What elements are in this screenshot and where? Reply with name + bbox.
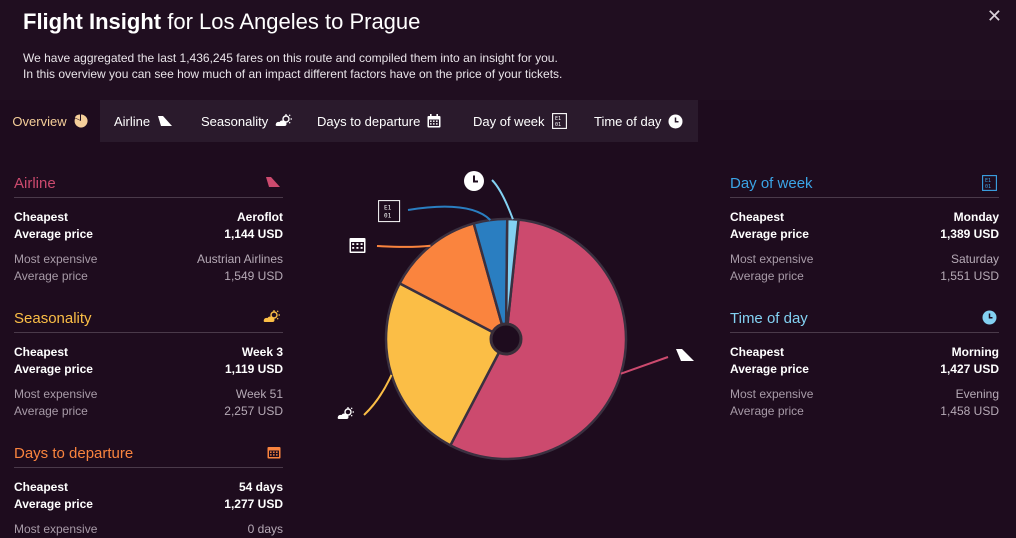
tab-days-to-departure[interactable]: Days to departure [317,100,441,142]
title-route: for Los Angeles to Prague [167,9,421,34]
tab-seasonality[interactable]: Seasonality [201,100,293,142]
seasonality-cheapest-row: Cheapest Week 3 [14,345,283,359]
svg-text:01: 01 [985,184,991,190]
days-cheapest-row: Cheapest 54 days [14,480,283,494]
tod-expensive-row: Most expensive Evening [730,387,999,401]
seasonality-cheapest-price-row: Average price 1,119 USD [14,362,283,376]
left-panel: Airline Cheapest Aeroflot Average price 1,… [14,171,283,538]
leader-day-of-week [407,205,492,221]
tab-airline-label: Airline [114,113,151,129]
tab-airline[interactable]: Airline [114,100,173,142]
clock-icon [982,310,997,330]
dow-cheapest-price-row: Average price 1,389 USD [730,227,999,241]
seasonality-expensive-row: Most expensive Week 51 [14,387,283,401]
pie-icon [74,114,88,128]
pie-slice-days-to-departure[interactable] [397,221,508,342]
days-to-departure-section: Days to departure Cheapest 54 days Averag… [14,441,283,538]
airline-title: Airline [14,175,56,192]
clock-icon [668,114,683,129]
seasonality-expensive-price-row: Average price 2,257 USD [14,404,283,418]
leader-days-to-departure [376,244,431,248]
airline-cheapest-row: Cheapest Aeroflot [14,210,283,224]
dow-expensive-price-row: Average price 1,551 USD [730,269,999,283]
tod-expensive-price-row: Average price 1,458 USD [730,404,999,418]
days-cheapest-price-row: Average price 1,277 USD [14,497,283,511]
dow-cheapest-row: Cheapest Monday [730,210,999,224]
svg-text:E1: E1 [555,116,561,122]
seasonality-title: Seasonality [14,310,92,327]
calendar-icon [267,445,281,464]
svg-text:01: 01 [555,122,561,128]
airline-expensive-row: Most expensive Austrian Airlines [14,252,283,266]
title-bold: Flight Insight [23,9,162,34]
pie-leaders [363,179,669,416]
svg-text:E1: E1 [384,205,392,212]
pie-slices [384,217,628,461]
plane-tail-icon [157,115,173,127]
tab-days-to-departure-label: Days to departure [317,113,421,129]
tab-time-of-day-label: Time of day [594,113,662,129]
days-to-departure-title: Days to departure [14,445,134,462]
tab-day-of-week[interactable]: Day of week E1 01 [473,100,567,142]
tab-seasonality-label: Seasonality [201,113,269,129]
plane-tail-icon [676,349,694,361]
pie-slice-time-of-day[interactable] [504,217,520,340]
insight-header: Flight Insight for Los Angeles to Prague… [0,0,1016,100]
tab-bar: Overview Airline Seasonality Days to dep… [0,100,698,142]
svg-text:E1: E1 [985,178,991,184]
description-line-2: In this overview you can see how much of… [23,67,563,81]
time-of-day-title: Time of day [730,310,808,327]
sun-cloud-icon [275,114,293,128]
leader-seasonality [363,374,393,416]
pie-slice-airline[interactable] [448,218,628,461]
sun-cloud-icon [263,310,281,329]
calendar-icon [427,114,441,128]
airline-expensive-price-row: Average price 1,549 USD [14,269,283,283]
day-of-week-title: Day of week [730,175,813,192]
svg-text:01: 01 [384,213,392,220]
tod-cheapest-price-row: Average price 1,427 USD [730,362,999,376]
time-of-day-section: Time of day Cheapest Morning Average pric… [730,306,999,420]
day-of-week-section: Day of week E1 01 Cheapest Monday Average … [730,171,999,285]
right-panel: Day of week E1 01 Cheapest Monday Average … [730,171,999,420]
sun-cloud-icon [337,407,354,419]
close-button[interactable]: ✕ [986,6,1002,26]
tod-cheapest-row: Cheapest Morning [730,345,999,359]
tab-overview[interactable]: Overview [0,100,100,142]
seasonality-section: Seasonality Cheapest Week 3 Average price… [14,306,283,420]
tab-day-of-week-label: Day of week [473,113,545,129]
description: We have aggregated the last 1,436,245 fa… [23,50,562,82]
airline-section: Airline Cheapest Aeroflot Average price 1,… [14,171,283,285]
airline-cheapest-price-row: Average price 1,144 USD [14,227,283,241]
plane-tail-icon [265,175,281,193]
days-expensive-row: Most expensive 0 days [14,522,283,536]
tab-overview-label: Overview [12,113,67,129]
pie-center-hole [489,322,523,356]
leader-airline [620,356,669,375]
page-title: Flight Insight for Los Angeles to Prague [23,8,420,36]
dow-expensive-row: Most expensive Saturday [730,252,999,266]
clock-icon [464,171,484,191]
tab-time-of-day[interactable]: Time of day [594,100,683,142]
description-line-1: We have aggregated the last 1,436,245 fa… [23,51,558,65]
leader-time-of-day [491,179,514,220]
calendar-icon [349,238,366,253]
